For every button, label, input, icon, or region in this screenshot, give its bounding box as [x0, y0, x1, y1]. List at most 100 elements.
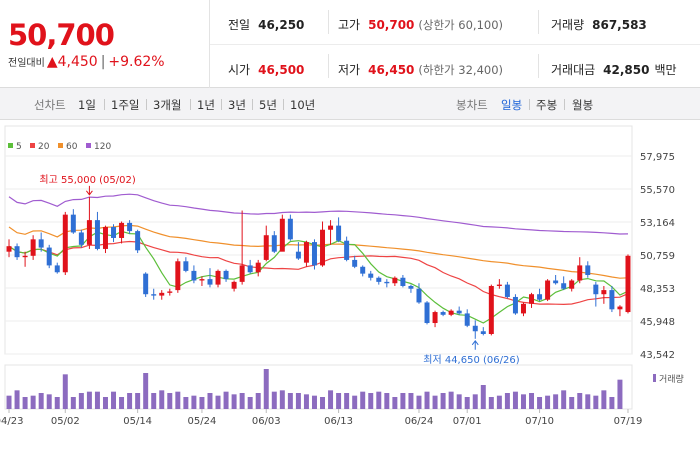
line-chart-label: 선차트: [34, 98, 66, 112]
legend-label-120: 120: [94, 142, 111, 152]
candle-body: [384, 281, 390, 284]
x-tick-label: 06/03: [252, 416, 281, 427]
volume-bar: [119, 397, 125, 409]
change-percent: +9.62%: [108, 54, 165, 70]
candle-body: [86, 220, 92, 245]
x-tick-label: 06/24: [405, 416, 434, 427]
volume-bar: [6, 395, 12, 409]
high-price: 고가 50,700 (상한가 60,100): [338, 16, 503, 33]
legend-swatch-120: [86, 143, 91, 148]
volume-bar: [22, 397, 28, 409]
candle-body: [464, 313, 470, 326]
volume-bar: [311, 395, 317, 409]
candlestick-chart[interactable]: 57,975 55,570 53,164 50,759 48,353 45,948 43,5…: [0, 121, 700, 450]
tab-divider: [283, 99, 284, 110]
candle-body: [94, 220, 100, 249]
candle-body: [368, 273, 374, 278]
tab-1week[interactable]: 1주일: [111, 98, 140, 112]
quote-header: 50,700 전일대비 ▲4,450 | +9.62% 전일 46,250 고가 50,7…: [0, 0, 700, 88]
candle-body: [561, 283, 567, 289]
volume-bar: [159, 390, 165, 409]
x-tick-label: 07/01: [453, 416, 482, 427]
candle-body: [135, 231, 141, 251]
change-value: 4,450: [57, 54, 98, 70]
change-separator: |: [100, 54, 106, 70]
volume-bar: [520, 394, 526, 409]
candle-body: [456, 310, 462, 314]
volume-bar: [593, 395, 599, 409]
row-divider: [210, 44, 700, 45]
volume-bar: [191, 395, 197, 409]
candle-body: [360, 266, 366, 274]
x-tick-label: 07/10: [525, 416, 554, 427]
candle-body: [151, 294, 157, 296]
volume-bar: [223, 391, 229, 409]
y-tick-label: 55,570: [640, 185, 675, 196]
open-price: 시가 46,500: [228, 61, 304, 78]
candle-body: [432, 312, 438, 324]
volume-bar: [263, 369, 269, 409]
volume-bar: [207, 393, 213, 409]
volume-bar: [38, 393, 44, 409]
change-label: 전일대비: [8, 58, 45, 69]
candle-body: [609, 290, 615, 310]
tab-weekly[interactable]: 주봉: [536, 98, 558, 112]
volume-bar: [86, 391, 92, 409]
tab-daily[interactable]: 일봉: [501, 98, 523, 112]
tab-5year[interactable]: 5년: [259, 98, 277, 112]
candle-body: [191, 270, 197, 281]
candle-body: [311, 242, 317, 266]
high-annotation: 최고 55,000 (05/02): [39, 174, 135, 186]
volume-bar: [247, 397, 253, 409]
candle-body: [488, 285, 494, 334]
volume-bar: [424, 391, 430, 409]
amount-unit: 백만: [654, 63, 677, 77]
tab-divider: [221, 99, 222, 110]
y-tick-label: 45,948: [640, 317, 675, 328]
volume-bar: [336, 393, 342, 409]
candle-body: [440, 312, 446, 315]
volume-bar: [569, 397, 575, 409]
tab-3month[interactable]: 3개월: [153, 98, 182, 112]
volume-bar: [496, 395, 502, 409]
price-change: 전일대비 ▲4,450 | +9.62%: [8, 54, 165, 70]
volume-bar: [464, 397, 470, 409]
y-tick-label: 53,164: [640, 218, 675, 229]
candle-body: [22, 255, 28, 258]
tab-monthly[interactable]: 월봉: [572, 98, 594, 112]
volume-label: 거래량: [551, 18, 585, 32]
tab-10year[interactable]: 10년: [290, 98, 316, 112]
volume-bar: [78, 393, 84, 409]
trade-amount: 거래대금 42,850 백만: [551, 61, 685, 78]
volume-bar: [609, 397, 615, 409]
volume-bar: [440, 393, 446, 409]
volume-bar: [456, 394, 462, 409]
legend-swatch-60: [58, 143, 63, 148]
candle-body: [255, 262, 261, 273]
volume-bar: [352, 395, 358, 409]
low-annotation: 최저 44,650 (06/26): [423, 354, 519, 366]
tab-1year[interactable]: 1년: [197, 98, 215, 112]
candle-body: [480, 331, 486, 334]
open-label: 시가: [228, 63, 251, 77]
tab-3year[interactable]: 3년: [228, 98, 246, 112]
candle-body: [78, 232, 84, 245]
candle-body: [496, 284, 502, 286]
candle-body: [617, 306, 623, 310]
candle-body: [553, 280, 559, 284]
volume-bar: [30, 395, 36, 409]
amount-label: 거래대금: [551, 63, 596, 77]
candle-body: [239, 265, 245, 282]
volume-value: 867,583: [592, 18, 647, 32]
ma20-line: [8, 240, 629, 306]
lower-limit: (하한가 32,400): [418, 63, 504, 77]
divider: [538, 10, 539, 34]
volume-bar: [360, 391, 366, 409]
candle-body: [30, 239, 36, 256]
volume-bar: [344, 393, 350, 409]
volume-bar: [537, 397, 543, 409]
candle-body: [207, 279, 213, 285]
tab-1day[interactable]: 1일: [78, 98, 96, 112]
amount-value: 42,850: [603, 63, 650, 77]
candle-body: [295, 251, 301, 259]
